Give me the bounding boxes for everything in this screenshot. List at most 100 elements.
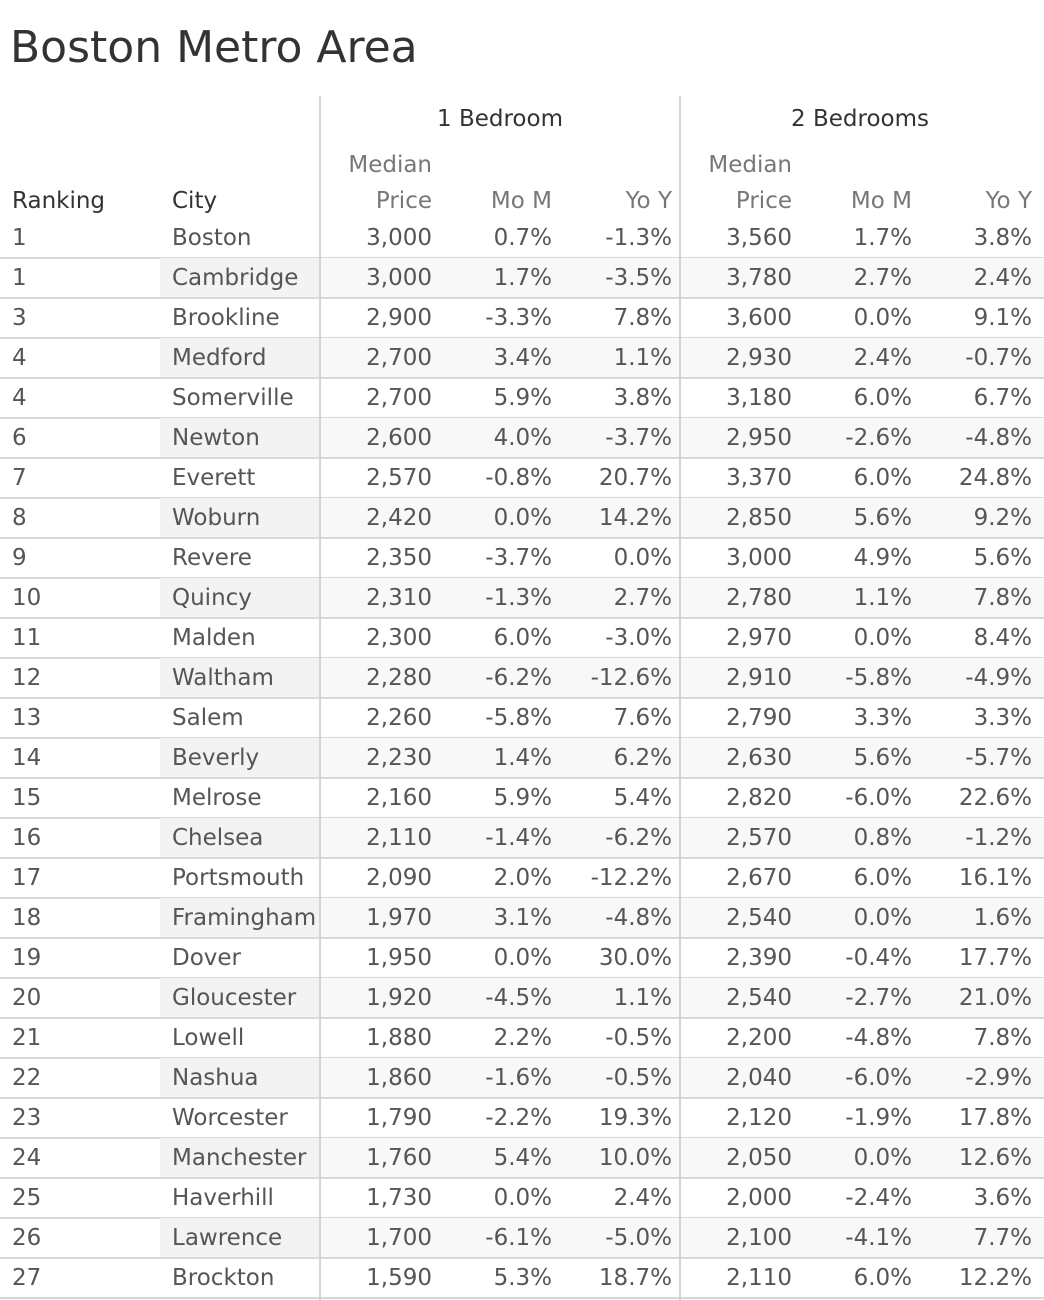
cell-median-2br: 2,850	[726, 505, 792, 531]
cell-mom-1br: 5.4%	[493, 1145, 552, 1171]
cell-yoy-1br: 14.2%	[598, 505, 672, 531]
cell-median-1br: 2,090	[366, 865, 432, 891]
cell-yoy-1br: -3.7%	[605, 425, 672, 451]
cell-mom-1br: -2.2%	[485, 1105, 552, 1131]
body-divider-2br	[679, 218, 681, 1298]
cell-mom-1br: -6.2%	[485, 665, 552, 691]
row-divider	[0, 857, 1044, 859]
cell-ranking: 9	[12, 545, 27, 571]
cell-mom-1br: -3.7%	[485, 545, 552, 571]
cell-yoy-1br: 7.8%	[613, 305, 672, 331]
header-median-2br-line2: Price	[735, 188, 792, 214]
cell-mom-1br: 6.0%	[493, 625, 552, 651]
cell-mom-2br: -6.0%	[845, 785, 912, 811]
table-row: 1 Boston 3,000 0.7% -1.3% 3,560 1.7% 3.8%	[0, 218, 1044, 259]
cell-median-2br: 3,000	[726, 545, 792, 571]
cell-median-1br: 1,590	[366, 1265, 432, 1291]
cell-median-2br: 2,630	[726, 745, 792, 771]
cell-yoy-2br: 7.8%	[973, 1025, 1032, 1051]
row-band	[160, 258, 1044, 298]
cell-median-1br: 2,230	[366, 745, 432, 771]
table-row: 4 Medford 2,700 3.4% 1.1% 2,930 2.4% -0.7%	[0, 338, 1044, 379]
cell-mom-2br: -4.1%	[845, 1225, 912, 1251]
table-row: 26 Lawrence 1,700 -6.1% -5.0% 2,100 -4.1% 7.7%	[0, 1218, 1044, 1259]
cell-median-2br: 2,390	[726, 945, 792, 971]
cell-median-1br: 2,260	[366, 705, 432, 731]
cell-mom-1br: -1.3%	[485, 585, 552, 611]
cell-median-2br: 2,050	[726, 1145, 792, 1171]
cell-city: Somerville	[172, 385, 294, 411]
table-row: 10 Quincy 2,310 -1.3% 2.7% 2,780 1.1% 7.8%	[0, 578, 1044, 619]
cell-mom-2br: 6.0%	[853, 385, 912, 411]
cell-mom-1br: -1.4%	[485, 825, 552, 851]
table-row: 3 Brookline 2,900 -3.3% 7.8% 3,600 0.0% 9.1%	[0, 298, 1044, 339]
cell-mom-1br: -0.8%	[485, 465, 552, 491]
cell-ranking: 11	[12, 625, 42, 651]
cell-yoy-2br: 3.3%	[973, 705, 1032, 731]
cell-mom-1br: 0.0%	[493, 945, 552, 971]
cell-median-1br: 1,950	[366, 945, 432, 971]
group-header-2br: 2 Bedrooms	[791, 106, 929, 132]
header-yoy-2br: Yo Y	[985, 188, 1032, 214]
cell-city: Brockton	[172, 1265, 275, 1291]
cell-median-2br: 2,110	[726, 1265, 792, 1291]
cell-yoy-1br: 2.7%	[613, 585, 672, 611]
row-band	[160, 1218, 1044, 1258]
cell-mom-2br: -0.4%	[845, 945, 912, 971]
cell-median-2br: 2,540	[726, 905, 792, 931]
cell-city: Salem	[172, 705, 244, 731]
cell-ranking: 20	[12, 985, 42, 1011]
cell-median-2br: 2,910	[726, 665, 792, 691]
cell-mom-2br: -1.9%	[845, 1105, 912, 1131]
group-header-1br: 1 Bedroom	[437, 106, 563, 132]
cell-mom-1br: -5.8%	[485, 705, 552, 731]
cell-city: Chelsea	[172, 825, 264, 851]
cell-median-1br: 1,790	[366, 1105, 432, 1131]
cell-yoy-1br: 3.8%	[613, 385, 672, 411]
cell-median-1br: 1,760	[366, 1145, 432, 1171]
cell-yoy-1br: 10.0%	[598, 1145, 672, 1171]
cell-yoy-1br: 5.4%	[613, 785, 672, 811]
cell-ranking: 6	[12, 425, 27, 451]
cell-mom-1br: 0.0%	[493, 505, 552, 531]
cell-mom-2br: 0.0%	[853, 1145, 912, 1171]
cell-yoy-2br: -1.2%	[965, 825, 1032, 851]
table-row: 20 Gloucester 1,920 -4.5% 1.1% 2,540 -2.7% 21.0…	[0, 978, 1044, 1019]
cell-yoy-2br: 1.6%	[973, 905, 1032, 931]
cell-mom-1br: -4.5%	[485, 985, 552, 1011]
cell-mom-1br: 5.9%	[493, 785, 552, 811]
cell-ranking: 10	[12, 585, 42, 611]
cell-city: Worcester	[172, 1105, 288, 1131]
header-mom-1br: Mo M	[490, 188, 552, 214]
cell-mom-2br: 1.1%	[853, 585, 912, 611]
cell-mom-1br: 2.2%	[493, 1025, 552, 1051]
row-divider	[0, 1097, 1044, 1099]
cell-median-1br: 3,000	[366, 265, 432, 291]
cell-yoy-2br: 17.7%	[958, 945, 1032, 971]
cell-city: Lowell	[172, 1025, 245, 1051]
cell-mom-2br: 0.0%	[853, 625, 912, 651]
cell-mom-2br: 0.8%	[853, 825, 912, 851]
cell-median-2br: 2,040	[726, 1065, 792, 1091]
cell-yoy-1br: -5.0%	[605, 1225, 672, 1251]
cell-city: Beverly	[172, 745, 260, 771]
cell-ranking: 4	[12, 385, 27, 411]
table-row: 4 Somerville 2,700 5.9% 3.8% 3,180 6.0% 6.7%	[0, 378, 1044, 419]
cell-median-1br: 2,300	[366, 625, 432, 651]
header-yoy-1br: Yo Y	[625, 188, 672, 214]
cell-yoy-1br: -1.3%	[605, 225, 672, 251]
cell-ranking: 7	[12, 465, 27, 491]
table-body: 1 Boston 3,000 0.7% -1.3% 3,560 1.7% 3.8% 1 Cambr…	[0, 218, 1044, 1299]
cell-mom-2br: 6.0%	[853, 465, 912, 491]
cell-mom-1br: -3.3%	[485, 305, 552, 331]
row-divider	[0, 377, 1044, 379]
row-band	[160, 418, 1044, 458]
cell-mom-2br: 0.0%	[853, 305, 912, 331]
cell-yoy-1br: 0.0%	[613, 545, 672, 571]
cell-median-1br: 2,280	[366, 665, 432, 691]
cell-median-1br: 2,160	[366, 785, 432, 811]
header-city: City	[172, 188, 218, 214]
cell-ranking: 23	[12, 1105, 42, 1131]
row-divider	[0, 537, 1044, 539]
cell-ranking: 26	[12, 1225, 42, 1251]
